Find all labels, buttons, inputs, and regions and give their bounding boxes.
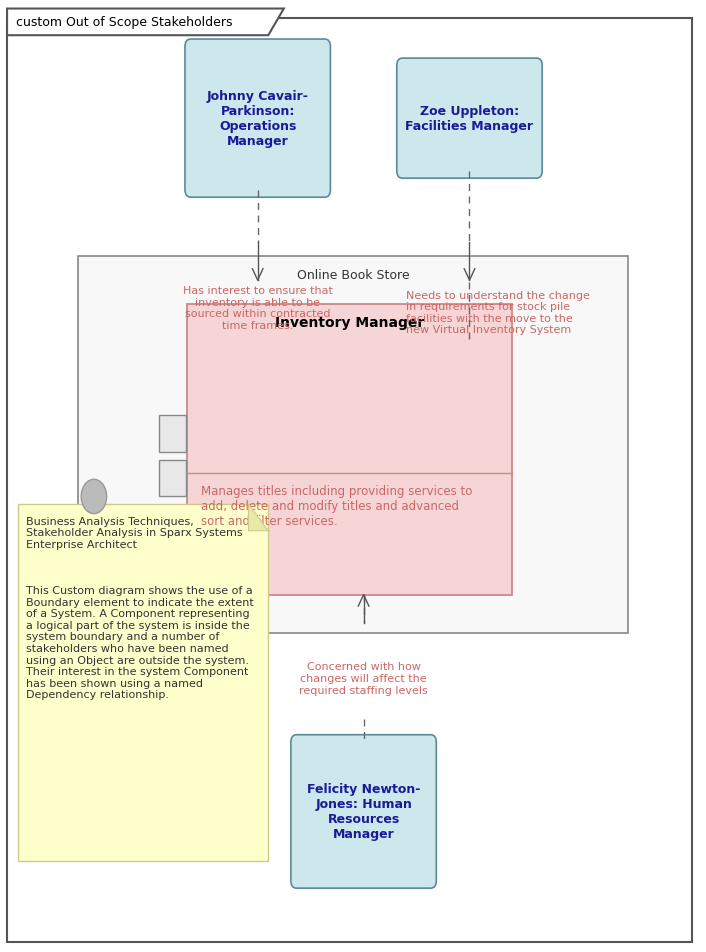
FancyBboxPatch shape xyxy=(291,735,436,888)
FancyBboxPatch shape xyxy=(78,257,628,633)
Text: Felicity Newton-
Jones: Human
Resources
Manager: Felicity Newton- Jones: Human Resources … xyxy=(307,783,420,841)
Text: Zoe Uppleton:
Facilities Manager: Zoe Uppleton: Facilities Manager xyxy=(405,105,534,133)
Text: Has interest to ensure that
inventory is able to be
sourced within contracted
ti: Has interest to ensure that inventory is… xyxy=(183,286,333,330)
FancyBboxPatch shape xyxy=(159,461,186,497)
FancyBboxPatch shape xyxy=(7,19,692,942)
FancyBboxPatch shape xyxy=(185,40,330,198)
Text: Johnny Cavair-
Parkinson:
Operations
Manager: Johnny Cavair- Parkinson: Operations Man… xyxy=(207,90,309,148)
FancyBboxPatch shape xyxy=(187,305,512,595)
Text: Needs to understand the change
in requirements for stock pile
facilities with th: Needs to understand the change in requir… xyxy=(406,290,590,335)
Text: Concerned with how
changes will affect the
required staffing levels: Concerned with how changes will affect t… xyxy=(299,662,428,695)
Text: Manages titles including providing services to
add, delete and modify titles and: Manages titles including providing servi… xyxy=(201,485,472,527)
Circle shape xyxy=(81,480,107,514)
Text: Online Book Store: Online Book Store xyxy=(297,268,409,282)
FancyBboxPatch shape xyxy=(18,505,268,862)
FancyBboxPatch shape xyxy=(159,416,186,452)
Text: This Custom diagram shows the use of a
Boundary element to indicate the extent
o: This Custom diagram shows the use of a B… xyxy=(26,585,254,700)
Text: Inventory Manager: Inventory Manager xyxy=(275,316,424,330)
Text: custom Out of Scope Stakeholders: custom Out of Scope Stakeholders xyxy=(16,16,232,30)
Polygon shape xyxy=(249,505,268,531)
Text: Business Analysis Techniques,
Stakeholder Analysis in Sparx Systems
Enterprise A: Business Analysis Techniques, Stakeholde… xyxy=(26,516,243,549)
Polygon shape xyxy=(7,10,284,36)
FancyBboxPatch shape xyxy=(397,59,542,179)
